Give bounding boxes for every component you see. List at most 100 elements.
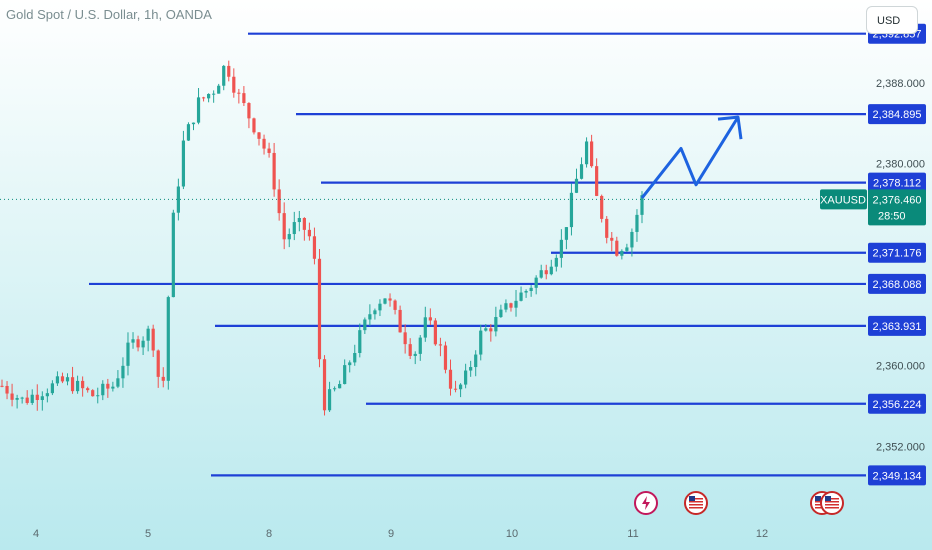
candle-body [590, 141, 594, 167]
level-price-label: 2,368.088 [873, 279, 922, 291]
candle-body [55, 376, 60, 384]
candle-body [141, 340, 145, 348]
symbol-label: XAUUSD [820, 194, 866, 206]
date-tick-label: 9 [388, 528, 394, 540]
candle-body [413, 353, 417, 356]
candle-body [489, 328, 493, 332]
candle-body [539, 270, 543, 278]
candle-body [469, 367, 473, 371]
candle-body [156, 350, 160, 377]
candle-body [247, 103, 251, 119]
candle-body [151, 328, 155, 351]
candle-body [60, 376, 65, 382]
candle-body [327, 389, 332, 411]
candle-body [600, 195, 604, 219]
candle-body [45, 393, 49, 397]
candle-body [544, 270, 548, 275]
candle-body [559, 239, 563, 258]
candle-body [368, 314, 372, 320]
us-flag-event-icon[interactable] [684, 491, 708, 515]
candle-body [479, 330, 483, 355]
candle-body [20, 397, 24, 399]
current-price-tag [868, 189, 926, 226]
candle-body [166, 297, 170, 381]
date-tick-label: 5 [145, 528, 151, 540]
level-price-label: 2,356.224 [873, 399, 922, 411]
candle-body [176, 186, 180, 213]
candle-body [317, 258, 322, 360]
currency-selector[interactable]: USD [866, 6, 918, 34]
candle-body [267, 148, 271, 153]
price-tick-label: 2,352.000 [876, 441, 925, 453]
candle-body [549, 266, 553, 275]
candle-body [30, 394, 34, 403]
candle-body [35, 394, 39, 400]
candle-body [403, 332, 407, 345]
candle-body [453, 388, 458, 390]
candle-body [86, 388, 90, 391]
candle-body [242, 93, 246, 104]
symbol-tag [820, 189, 867, 210]
candle-body [529, 287, 533, 292]
candle-body [75, 380, 80, 392]
candle-body [605, 218, 609, 238]
candle-body [554, 257, 558, 267]
candle-body [635, 214, 639, 232]
level-price-label: 2,363.931 [873, 321, 922, 333]
candle-body [569, 192, 574, 228]
flag-stripe [825, 501, 839, 503]
candle-body [212, 93, 216, 95]
candle-body [398, 309, 402, 333]
candle-body [312, 236, 317, 259]
flag-canton [689, 496, 695, 501]
candle-body [620, 250, 624, 256]
candle-body [81, 380, 85, 389]
date-tick-label: 10 [506, 528, 518, 540]
lightning-event-icon[interactable] [634, 491, 658, 515]
candle-body [322, 359, 327, 411]
candle-body [499, 309, 503, 318]
candle-body [338, 384, 342, 389]
candle-body [509, 303, 513, 308]
candle-body [227, 65, 231, 77]
projection-arrow[interactable] [640, 116, 740, 199]
candle-body [484, 328, 488, 331]
price-tick-label: 2,380.000 [876, 159, 925, 171]
us-flag-event-icon[interactable] [820, 491, 844, 515]
candle-body [358, 330, 362, 353]
candle-body [443, 345, 448, 370]
level-price-label: 2,378.112 [873, 178, 921, 190]
candle-body [201, 97, 206, 99]
candle-body [393, 300, 397, 310]
candle-body [438, 344, 443, 346]
flag-canton [815, 496, 821, 501]
flag-stripe [825, 498, 839, 500]
candle-body [191, 122, 196, 125]
candle-body [519, 292, 523, 301]
candle-body [111, 386, 115, 389]
candle-body [458, 384, 463, 390]
candle-body [595, 166, 599, 196]
candle-body [302, 218, 306, 230]
candle-body [564, 227, 569, 240]
level-price-tag [868, 242, 926, 263]
candle-body [257, 132, 261, 139]
candle-body [96, 395, 100, 397]
candle-body [343, 365, 347, 385]
candle-body [348, 362, 352, 366]
candle-body [428, 317, 432, 321]
candle-body [363, 319, 367, 331]
date-tick-label: 8 [266, 528, 272, 540]
candle-body [126, 342, 130, 366]
candle-body [383, 298, 387, 304]
candle-body [101, 383, 105, 396]
candle-body [252, 118, 256, 133]
candle-body [161, 376, 165, 381]
candle-body [423, 317, 427, 338]
price-tick-label: 2,388.000 [876, 78, 925, 90]
candle-body [131, 339, 135, 343]
candle-body [65, 377, 70, 382]
candle-body [332, 388, 337, 390]
